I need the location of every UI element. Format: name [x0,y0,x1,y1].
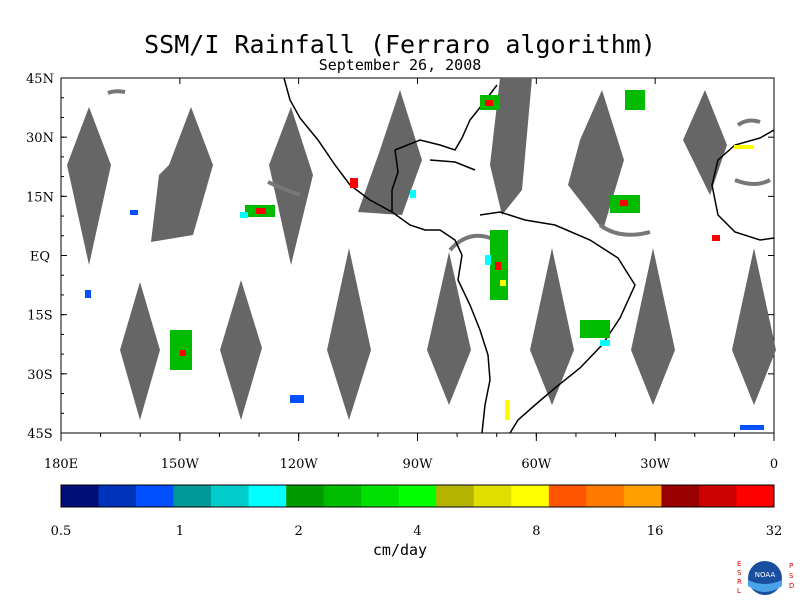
swath-gap [269,107,313,265]
svg-text:D: D [789,582,794,590]
map-date: September 26, 2008 [318,56,482,74]
colorbar-swatch [436,485,475,507]
rainfall-patches [85,90,764,430]
colorbar [60,484,775,508]
colorbar-tick-label: 2 [295,524,303,539]
map-frame [60,77,775,434]
swath-gap [120,282,160,420]
latitude-labels: 45N 30N 15N EQ 15S 30S 45S [26,72,54,442]
colorbar-swatch [623,485,662,507]
colorbar-swatch [248,485,287,507]
lon-label: 0 [770,457,778,472]
colorbar-tick-label: 16 [647,524,664,539]
colorbar-swatch [98,485,137,507]
swath-gaps [67,78,776,420]
colorbar-swatch [361,485,400,507]
gulf-coast [391,84,498,212]
swath-gap [490,78,532,215]
lat-label: 15S [27,309,52,324]
colorbar-frame [60,484,775,508]
colorbar-tick-labels: 0.5 1 2 4 8 16 32 [51,524,783,539]
longitude-labels: 180E 150W 120W 90W 60W 30W 0 [44,457,778,472]
lat-label: 45S [27,427,52,442]
colorbar-tick-label: 4 [413,524,421,539]
svg-text:NOAA: NOAA [755,571,776,579]
lon-label: 150W [161,457,200,472]
lat-label: 45N [26,72,54,87]
swath-gap [732,248,776,405]
colorbar-swatch [548,485,587,507]
south-america-coast [457,254,491,434]
svg-text:R: R [737,578,742,586]
axis-ticks [60,77,775,441]
colorbar-units: cm/day [372,541,428,559]
coastlines [283,77,775,434]
swath-gap [427,252,471,405]
south-america-east-coast [479,211,636,434]
colorbar-tick-label: 8 [532,524,540,539]
svg-text:E: E [737,560,741,568]
lon-label: 30W [640,457,671,472]
colorbar-swatch [586,485,625,507]
colorbar-swatch [736,485,775,507]
svg-text:L: L [737,587,741,595]
swath-gap [67,107,111,265]
swath-edges [107,89,771,252]
colorbar-swatch [473,485,512,507]
colorbar-swatch [323,485,362,507]
svg-text:P: P [789,562,793,570]
cuba [429,159,476,171]
swath-gap [631,248,675,405]
colorbar-swatch [661,485,700,507]
colorbar-swatch [173,485,212,507]
colorbar-swatch [511,485,550,507]
lon-label: 60W [521,457,552,472]
colorbar-swatch [61,485,99,507]
lon-label: 90W [403,457,434,472]
colorbar-tick-label: 0.5 [51,524,72,539]
lat-label: 15N [26,190,54,205]
colorbar-swatch [286,485,324,507]
colorbar-swatch [398,485,437,507]
colorbar-tick-label: 1 [176,524,184,539]
lat-label: EQ [30,250,50,265]
lon-label: 180E [44,457,78,472]
colorbar-tick-label: 32 [766,524,783,539]
colorbar-swatch [698,485,737,507]
svg-text:S: S [789,572,794,580]
africa-coast [711,129,775,241]
lon-label: 120W [280,457,319,472]
colorbar-swatch [211,485,249,507]
colorbar-swatch [136,485,174,507]
map-title: SSM/I Rainfall (Ferraro algorithm) [144,30,656,59]
svg-text:S: S [737,569,742,577]
swath-gap [151,107,213,242]
north-america-coast [283,77,463,256]
lat-label: 30N [26,131,54,146]
swath-gap [530,248,574,405]
lat-label: 30S [27,368,52,383]
swath-gap [358,90,422,215]
swath-gap [327,248,371,420]
swath-gap [220,280,262,420]
